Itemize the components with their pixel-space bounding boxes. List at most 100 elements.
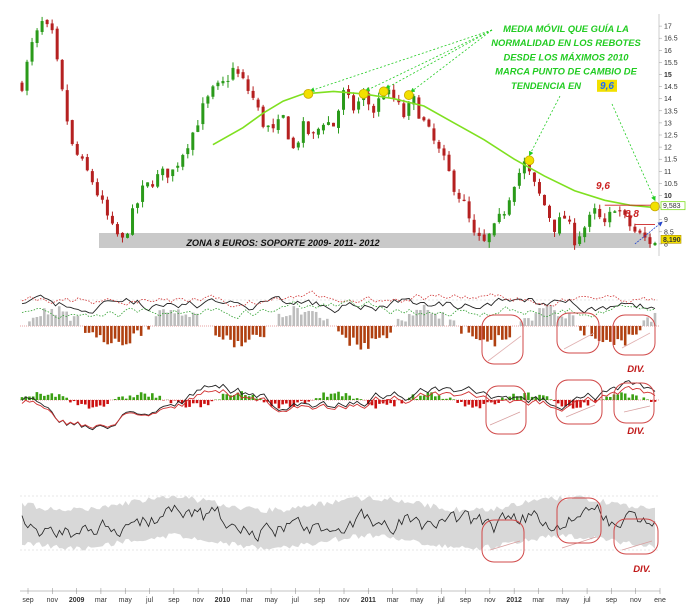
- candle-body: [151, 184, 155, 187]
- panel1-line: [21, 294, 656, 314]
- oscillator-panel-3: [21, 495, 656, 551]
- candle-body: [291, 137, 295, 149]
- current-price-label: 8,190: [663, 237, 681, 244]
- candle-body: [216, 82, 220, 87]
- candle-body: [507, 200, 511, 215]
- candle-body: [60, 59, 64, 90]
- candle-body: [427, 119, 431, 127]
- candle-body: [502, 214, 506, 216]
- candle-body: [447, 154, 451, 172]
- candle-body: [126, 233, 129, 238]
- note-line: NORMALIDAD EN LOS REBOTES: [491, 37, 641, 48]
- candle-body: [166, 168, 170, 178]
- ma-price-box: [660, 201, 686, 211]
- candle-body: [261, 106, 265, 127]
- div-label: DIV.: [633, 564, 651, 575]
- support-zone: [99, 233, 651, 248]
- candle-body: [80, 156, 84, 159]
- note-line: DESDE LOS MÁXIMOS 2010: [503, 51, 629, 62]
- x-tick-label: sep: [314, 597, 325, 604]
- candle-body: [50, 23, 54, 31]
- div-label: DIV.: [627, 426, 645, 437]
- candle-body: [357, 101, 361, 110]
- candle-body: [578, 236, 582, 244]
- candle-body: [593, 208, 597, 214]
- x-tick-label: mar: [387, 597, 400, 604]
- candle-body: [643, 232, 647, 238]
- leader-arrow: [529, 95, 561, 157]
- x-tick-label: mar: [241, 597, 254, 604]
- candle-body: [638, 230, 642, 233]
- candle-body: [542, 194, 546, 206]
- candle-body: [387, 89, 391, 95]
- candle-body: [105, 199, 109, 216]
- candle-body: [497, 213, 501, 222]
- zone-label: ZONA 8 EUROS: SOPORTE 2009- 2011- 2012: [185, 238, 380, 248]
- candle-body: [85, 157, 89, 171]
- y-tick-label: 17: [664, 24, 672, 31]
- y-tick-label: 14: [664, 96, 672, 103]
- candle-body: [181, 155, 185, 167]
- candle-body: [100, 195, 104, 200]
- price-series: [20, 16, 657, 250]
- ma-marker: [650, 201, 660, 212]
- x-tick-label: jul: [437, 597, 445, 604]
- candle-body: [548, 205, 551, 219]
- candle-body: [553, 219, 557, 232]
- candle-body: [40, 21, 44, 32]
- candle-body: [231, 67, 235, 80]
- candle-body: [266, 125, 270, 128]
- candle-body: [311, 132, 315, 134]
- divergence-line: [563, 332, 595, 350]
- x-tick-label: jul: [291, 597, 299, 604]
- candle-body: [377, 98, 381, 112]
- divergence-circle: [556, 312, 600, 354]
- candle-body: [141, 185, 145, 202]
- y-tick-label: 9: [664, 217, 668, 224]
- candle-body: [65, 90, 69, 122]
- candle-body: [201, 103, 205, 125]
- x-tick-label: nov: [193, 597, 205, 604]
- candle-body: [417, 97, 421, 119]
- candle-body: [45, 19, 49, 25]
- candle-body: [306, 121, 310, 134]
- candle-body: [563, 215, 567, 219]
- note-line: TENDENCIA EN: [511, 80, 581, 91]
- x-tick-label: nov: [630, 597, 642, 604]
- divergence-circle: [556, 497, 602, 544]
- y-tick-label: 16.5: [664, 36, 678, 43]
- candle-body: [583, 227, 587, 238]
- candle-body: [407, 103, 411, 116]
- candle-body: [653, 242, 657, 246]
- panel3-line: [21, 503, 656, 543]
- divergence-line: [489, 540, 521, 551]
- y-tick-label: 15.5: [664, 60, 678, 67]
- divergence-line: [623, 405, 651, 413]
- candle-body: [457, 192, 461, 199]
- ma-markers: [303, 86, 660, 212]
- candle-body: [241, 72, 245, 79]
- oscillator-panel-1: [21, 290, 657, 362]
- x-axis-ticks: sep nov 2009 mar may jul sep nov 2010 mar may jul se…: [22, 588, 666, 604]
- candle-body: [467, 201, 471, 219]
- x-tick-label: may: [264, 597, 278, 604]
- x-tick-label: 2009: [69, 597, 85, 604]
- x-tick-label: sep: [460, 597, 471, 604]
- candle-body: [171, 169, 175, 177]
- x-tick-label: ene: [654, 597, 666, 604]
- candle-body: [372, 105, 376, 113]
- price-box: [660, 235, 682, 244]
- candle-body: [603, 218, 607, 223]
- x-tick-label: jul: [145, 597, 153, 604]
- y-tick-label: 10: [664, 193, 672, 200]
- x-tick-label: nov: [484, 597, 496, 604]
- candle-body: [176, 165, 180, 168]
- candle-body: [296, 142, 300, 148]
- candle-body: [281, 115, 285, 118]
- divergence-line: [489, 411, 521, 426]
- candle-body: [90, 171, 94, 183]
- level-label: 9,6: [596, 181, 610, 192]
- x-tick-label: may: [119, 597, 133, 604]
- candle-body: [628, 215, 632, 227]
